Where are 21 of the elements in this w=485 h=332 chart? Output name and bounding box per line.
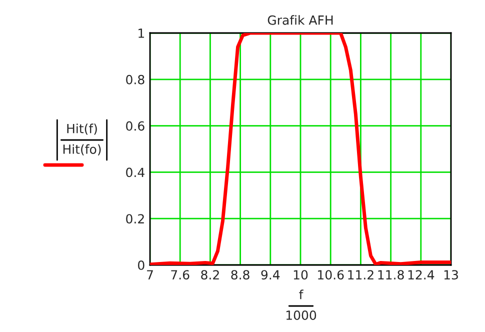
chart-title: Grafik AFH [268,15,333,25]
y-tick-label: 0 [138,260,144,270]
y-tick-label: 1 [138,28,144,38]
x-tick-label: 8.2 [201,270,219,280]
x-tick-label: 13 [444,270,458,280]
y-tick-label: 0.6 [126,121,144,131]
y-tick-label: 0.8 [126,74,144,84]
x-tick-label: 10.6 [318,270,344,280]
x-tick-label: 11.2 [348,270,374,280]
x-tick-label: 9.4 [261,270,280,280]
x-tick-label: 11.8 [378,270,404,280]
y-tick-label: 0.4 [126,168,144,178]
x-tick-label: 10 [294,270,308,280]
x-tick-label: 12.4 [408,270,434,280]
y-tick-label: 0.2 [126,214,144,224]
x-tick-label: 7 [147,270,153,280]
x-axis-title: f 1000 [286,290,316,320]
x-tick-label: 7.6 [171,270,190,280]
x-tick-label: 8.8 [231,270,250,280]
line-series [150,33,451,265]
y-axis-title: Hit(f) Hit(fo) [63,124,101,156]
